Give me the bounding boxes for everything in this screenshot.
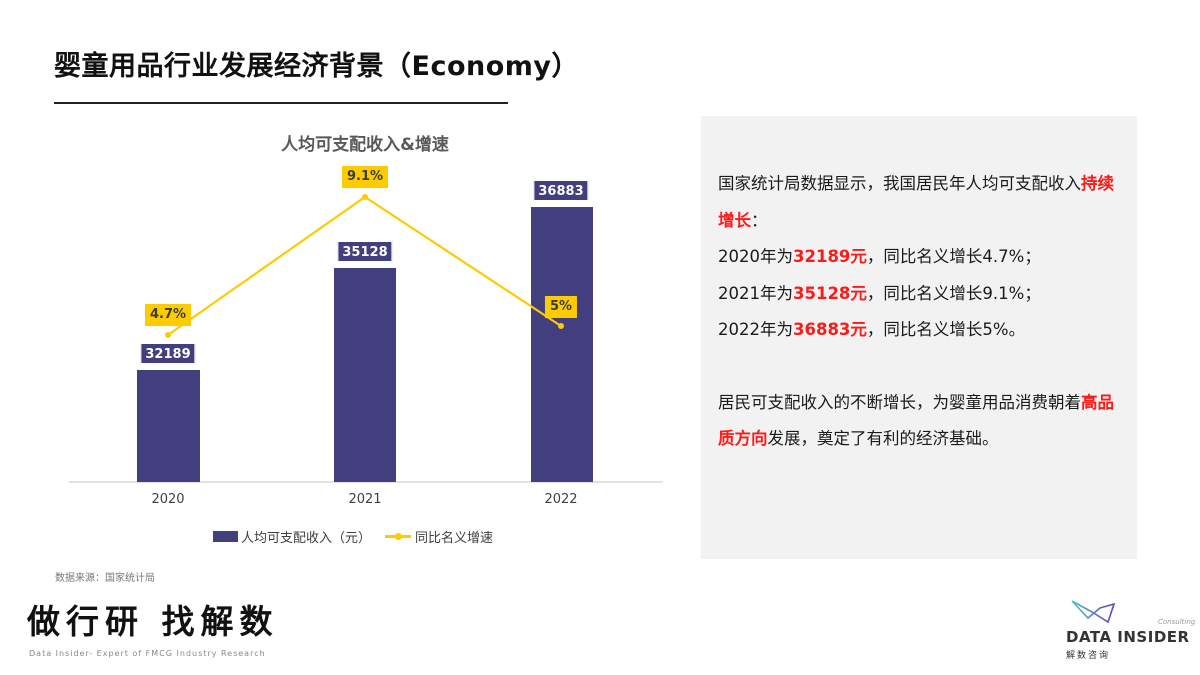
summary-intro: 国家统计局数据显示，我国居民年人均可支配收入持续增长： (718, 166, 1128, 239)
income-chart: 人均可支配收入&增速 32189 35128 36883 4.7% 9.1% 5… (0, 0, 680, 560)
x-tick-2021: 2021 (348, 492, 382, 507)
slogan: 做行研 找解数 (27, 602, 279, 641)
growth-label-2020: 4.7% (144, 304, 192, 326)
summary-row-2022: 2022年为36883元，同比名义增长5%。 (718, 312, 1128, 349)
bar-value-label-2020: 32189 (140, 343, 196, 364)
row-value: 36883元 (793, 320, 867, 339)
growth-point-2020 (165, 332, 171, 338)
bar-2020 (137, 370, 200, 482)
row-prefix: 2020年为 (718, 247, 793, 266)
bar-value-label-2021: 35128 (337, 241, 393, 262)
conclusion-highlight: 高品质方向 (718, 392, 1114, 449)
growth-point-2022 (558, 323, 564, 329)
legend-line-swatch-icon (385, 533, 412, 540)
intro-text: 国家统计局数据显示，我国居民年人均可支配收入 (718, 174, 1081, 193)
summary-row-2021: 2021年为35128元，同比名义增长9.1%； (718, 276, 1128, 313)
summary-conclusion: 居民可支配收入的不断增长，为婴童用品消费朝着高品质方向发展，奠定了有利的经济基础… (718, 385, 1128, 458)
brand-chinese-name: 解数咨询 (1066, 651, 1111, 661)
chart-title: 人均可支配收入&增速 (281, 135, 449, 155)
title-divider (54, 102, 508, 104)
row-value: 35128元 (793, 283, 867, 303)
brand-name: DATA INSIDER (1066, 628, 1190, 646)
brand-logo: Consulting DATA INSIDER 解数咨询 (1066, 598, 1195, 664)
row-suffix: ，同比名义增长9.1%； (866, 283, 1041, 303)
chart-legend: 人均可支配收入（元） 同比名义增速 (213, 527, 493, 546)
row-value: 32189元 (793, 247, 867, 266)
growth-point-2021 (362, 194, 368, 200)
legend-bar-swatch-icon (213, 531, 238, 542)
intro-highlight: 持续增长 (718, 174, 1114, 230)
row-suffix: ，同比名义增长5%。 (866, 320, 1026, 339)
growth-label-2022: 5% (544, 296, 578, 318)
page-title: 婴童用品行业发展经济背景（Economy） (54, 51, 580, 82)
bar-value-label-2022: 36883 (533, 180, 589, 201)
chart-plot-area (69, 194, 663, 483)
row-prefix: 2022年为 (718, 320, 793, 339)
x-tick-2022: 2022 (544, 492, 578, 507)
row-prefix: 2021年为 (718, 283, 793, 303)
bar-2022 (531, 207, 593, 482)
row-suffix: ，同比名义增长4.7%； (866, 247, 1041, 266)
summary-text: 国家统计局数据显示，我国居民年人均可支配收入持续增长： 2020年为32189元… (718, 166, 1128, 458)
conclusion-text-end: 发展，奠定了有利的经济基础。 (767, 429, 999, 448)
bar-2021 (334, 268, 396, 482)
x-tick-2020: 2020 (151, 492, 185, 507)
legend-bar-label: 人均可支配收入（元） (241, 531, 372, 546)
data-source-note: 数据来源：国家统计局 (55, 573, 155, 584)
brand-consulting: Consulting (1158, 618, 1196, 626)
summary-row-2020: 2020年为32189元，同比名义增长4.7%； (718, 239, 1128, 276)
summary-panel: 国家统计局数据显示，我国居民年人均可支配收入持续增长： 2020年为32189元… (701, 116, 1137, 559)
intro-colon: ： (751, 210, 768, 230)
conclusion-text: 居民可支配收入的不断增长，为婴童用品消费朝着 (718, 392, 1081, 412)
growth-label-2021: 9.1% (341, 166, 389, 188)
paragraph-gap (718, 349, 1128, 385)
slogan-subtitle: Data Insider- Expert of FMCG Industry Re… (29, 649, 266, 658)
legend-line-label: 同比名义增速 (415, 531, 494, 546)
bowtie-logo-icon (1071, 600, 1116, 624)
